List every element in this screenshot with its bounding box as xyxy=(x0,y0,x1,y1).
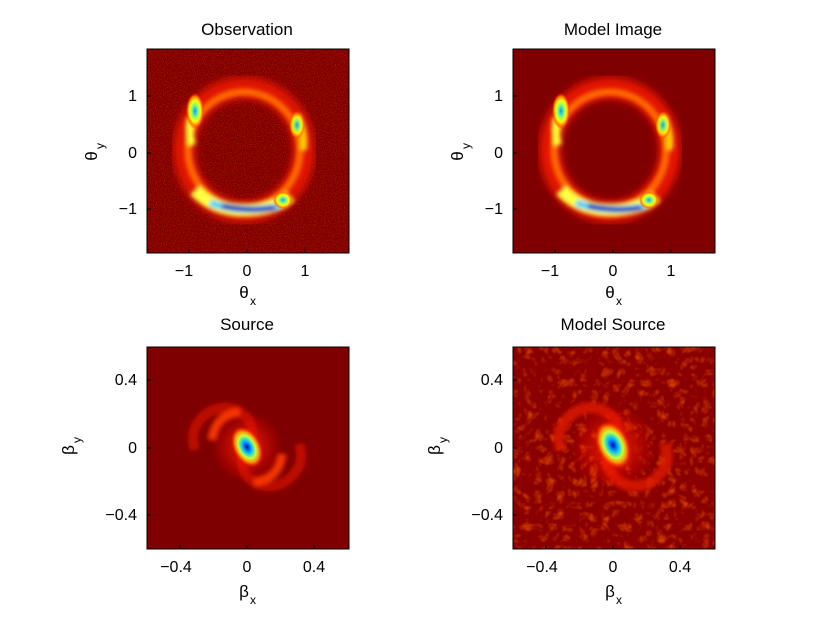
tick-label: −0.4 xyxy=(160,559,192,576)
svg-text:x: x xyxy=(250,294,256,308)
model-source-title: Model Source xyxy=(561,315,666,334)
model-source-panel: Model Source −0.4 0 0.4 0.4 0 −0.4 β x β xyxy=(425,315,716,607)
svg-text:θ: θ xyxy=(239,283,248,302)
tick-label: 0.4 xyxy=(303,559,325,576)
svg-text:θ: θ xyxy=(82,151,101,160)
source-xlabel: β x xyxy=(239,582,256,607)
tick-label: 0 xyxy=(609,559,618,576)
tick-label: 0.4 xyxy=(669,559,691,576)
model-source-ylabel: β y xyxy=(425,437,450,455)
svg-text:x: x xyxy=(250,593,256,607)
model-image-heatmap xyxy=(513,49,715,253)
svg-text:y: y xyxy=(93,143,107,149)
tick-label: 0 xyxy=(128,145,137,162)
model-image-xlabel: θ x xyxy=(605,283,622,308)
tick-label: −1 xyxy=(485,201,503,218)
source-ylabel: β y xyxy=(59,437,84,455)
observation-heatmap xyxy=(147,49,349,253)
tick-label: −1 xyxy=(541,263,559,280)
tick-label: 1 xyxy=(301,263,310,280)
tick-label: −0.4 xyxy=(526,559,558,576)
tick-label: −1 xyxy=(119,201,137,218)
svg-text:x: x xyxy=(616,593,622,607)
source-ticks xyxy=(147,379,315,549)
svg-text:θ: θ xyxy=(605,283,614,302)
tick-label: 1 xyxy=(494,88,503,105)
svg-text:y: y xyxy=(70,437,84,443)
model-image-ticks xyxy=(513,95,672,253)
svg-text:x: x xyxy=(616,294,622,308)
svg-text:β: β xyxy=(605,582,615,601)
tick-label: 0.4 xyxy=(481,372,503,389)
tick-label: 0 xyxy=(128,440,137,457)
source-title: Source xyxy=(220,315,274,334)
tick-label: 0 xyxy=(243,559,252,576)
svg-text:β: β xyxy=(239,582,249,601)
model-image-panel: Model Image −1 0 1 1 0 xyxy=(448,20,716,308)
tick-label: −1 xyxy=(175,263,193,280)
tick-label: 0.4 xyxy=(115,372,137,389)
observation-ylabel: θ y xyxy=(82,143,107,161)
model-image-title: Model Image xyxy=(564,20,662,39)
tick-label: 1 xyxy=(667,263,676,280)
model-source-ticks xyxy=(513,379,681,549)
model-source-heatmap xyxy=(513,347,715,549)
svg-text:y: y xyxy=(436,437,450,443)
model-image-ylabel: θ y xyxy=(448,143,473,161)
tick-label: 1 xyxy=(128,88,137,105)
svg-text:θ: θ xyxy=(448,151,467,160)
observation-frame xyxy=(146,48,350,254)
observation-title: Observation xyxy=(201,20,293,39)
tick-label: −0.4 xyxy=(105,507,137,524)
observation-xlabel: θ x xyxy=(239,283,256,308)
source-panel: Source −0.4 0 0.4 0.4 0 −0.4 β x xyxy=(59,315,350,607)
svg-text:β: β xyxy=(59,445,78,455)
observation-panel: Observation −1 0 1 xyxy=(82,20,350,308)
model-image-frame xyxy=(512,48,716,254)
source-heatmap xyxy=(147,347,349,549)
observation-ticks xyxy=(147,95,306,253)
tick-label: −0.4 xyxy=(471,507,503,524)
tick-label: 0 xyxy=(243,263,252,280)
svg-text:y: y xyxy=(459,143,473,149)
tick-label: 0 xyxy=(494,145,503,162)
tick-label: 0 xyxy=(494,440,503,457)
svg-text:β: β xyxy=(425,445,444,455)
model-source-xlabel: β x xyxy=(605,582,622,607)
tick-label: 0 xyxy=(609,263,618,280)
